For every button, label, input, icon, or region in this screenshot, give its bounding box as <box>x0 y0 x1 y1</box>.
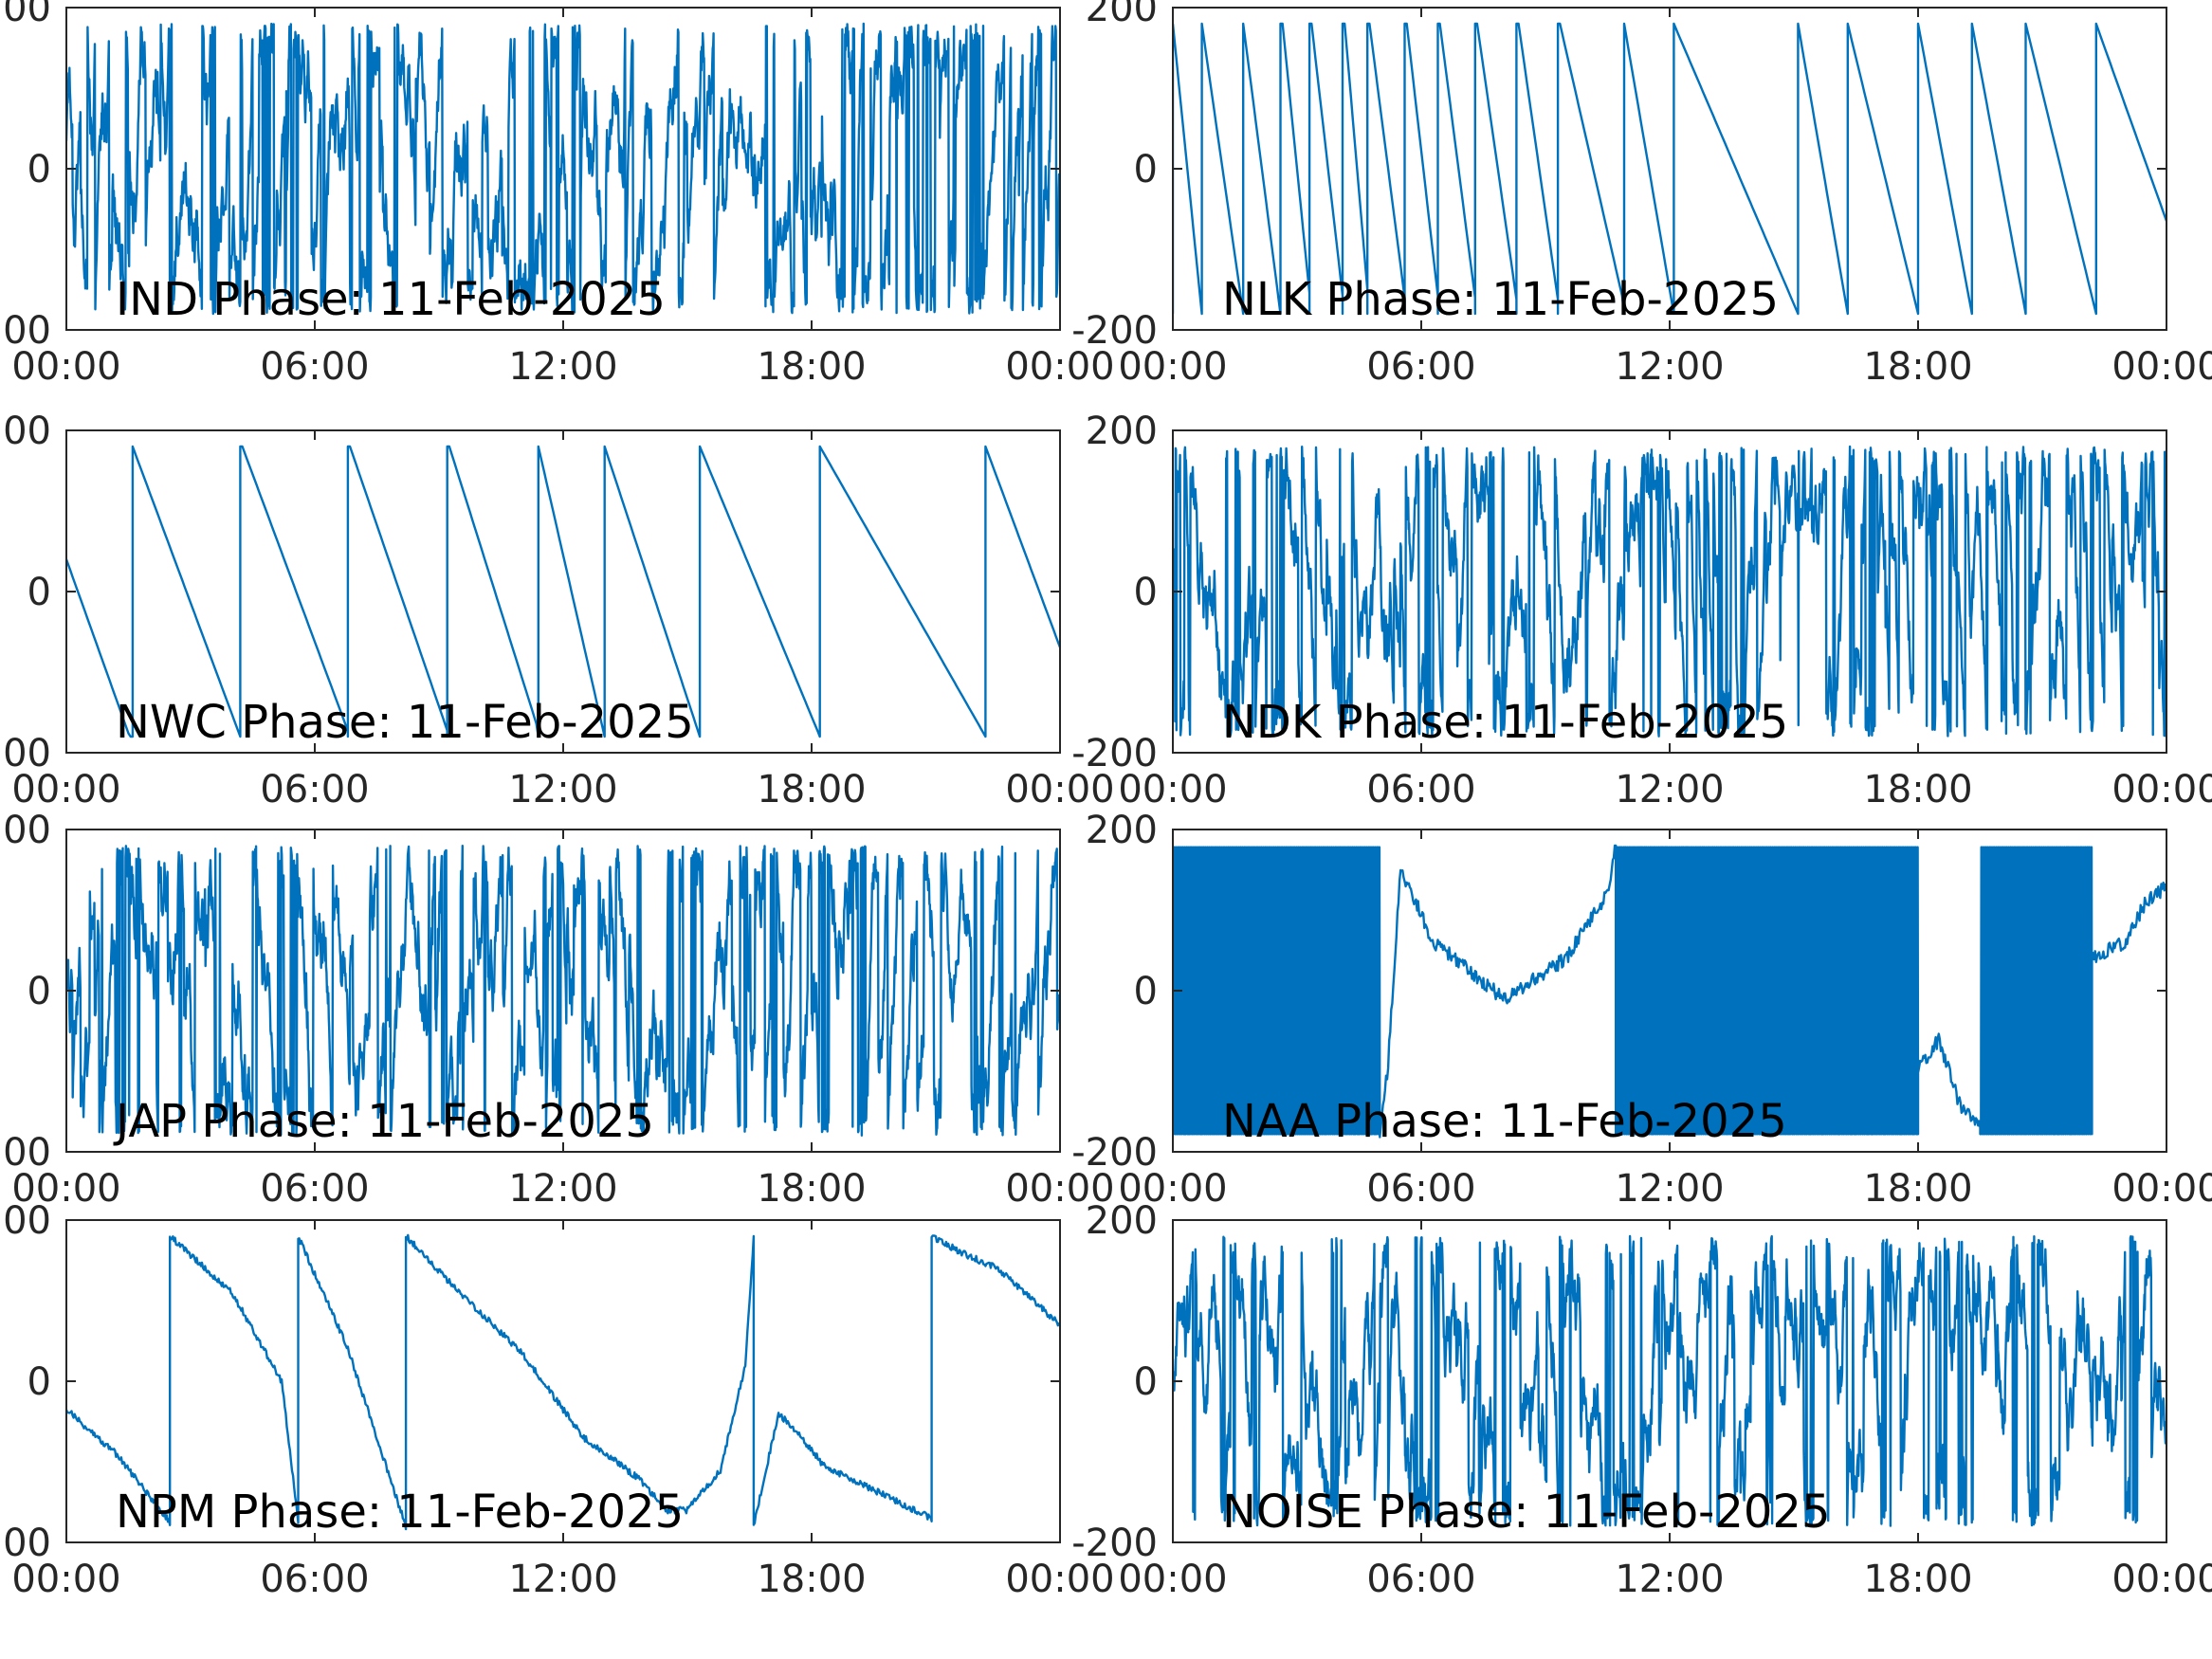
y-tick-label: 200 <box>1086 1199 1158 1243</box>
x-tick-label: 18:00 <box>1863 345 1972 389</box>
y-tick-label: 200 <box>0 410 51 453</box>
y-tick-label: 0 <box>27 148 51 191</box>
y-tick-label: 0 <box>27 1360 51 1404</box>
x-tick-label: 00:00 <box>2111 1558 2212 1601</box>
x-tick-label: 18:00 <box>757 1167 866 1211</box>
y-tick-label: -200 <box>0 732 51 775</box>
panel-title: NAA Phase: 11-Feb-2025 <box>1222 1095 1787 1148</box>
y-tick-label: 200 <box>0 0 51 30</box>
y-tick-label: 200 <box>1086 0 1158 30</box>
x-tick-label: 00:00 <box>2111 1167 2212 1211</box>
panel-title: IND Phase: 11-Feb-2025 <box>116 273 666 326</box>
x-tick-label: 06:00 <box>260 345 369 389</box>
x-tick-label: 00:00 <box>1005 1167 1114 1211</box>
x-tick-label: 12:00 <box>1615 1558 1724 1601</box>
series-line <box>1173 844 2166 1139</box>
x-tick-label: 00:00 <box>11 1167 120 1211</box>
series-line <box>66 845 1060 1137</box>
panel-5: 00:00 06:00 12:00 18:00 00:00 200 0 -200 NAA Pha… <box>1071 809 2212 1211</box>
x-tick-label: 00:00 <box>11 1558 120 1601</box>
x-tick-label: 12:00 <box>1615 768 1724 811</box>
y-tick-label: -200 <box>1071 1522 1158 1565</box>
panel-2: 00:00 06:00 12:00 18:00 00:00 200 0 -200 NWC Pha… <box>0 410 1115 811</box>
x-tick-label: 00:00 <box>1118 768 1227 811</box>
y-tick-label: -200 <box>1071 1131 1158 1175</box>
panel-6: 00:00 06:00 12:00 18:00 00:00 200 0 -200 NPM Pha… <box>0 1199 1115 1601</box>
panel-title: NLK Phase: 11-Feb-2025 <box>1222 273 1779 326</box>
x-tick-label: 12:00 <box>1615 345 1724 389</box>
y-tick-label: 0 <box>27 571 51 614</box>
y-tick-label: 0 <box>1134 970 1158 1013</box>
x-tick-label: 00:00 <box>1005 345 1114 389</box>
y-tick-label: 0 <box>1134 571 1158 614</box>
y-tick-label: -200 <box>1071 309 1158 353</box>
x-tick-label: 12:00 <box>508 1558 617 1601</box>
panel-1: 00:00 06:00 12:00 18:00 00:00 200 0 -200 NLK Pha… <box>1071 0 2212 389</box>
x-tick-label: 18:00 <box>1863 768 1972 811</box>
x-tick-label: 00:00 <box>11 345 120 389</box>
x-tick-label: 06:00 <box>1366 345 1475 389</box>
y-tick-label: 0 <box>27 970 51 1013</box>
x-tick-label: 06:00 <box>260 768 369 811</box>
x-tick-label: 12:00 <box>1615 1167 1724 1211</box>
y-tick-label: -200 <box>0 1131 51 1175</box>
panel-title: NDK Phase: 11-Feb-2025 <box>1222 696 1788 749</box>
panel-title: JAP Phase: 11-Feb-2025 <box>113 1095 654 1148</box>
x-tick-label: 18:00 <box>1863 1558 1972 1601</box>
x-tick-label: 12:00 <box>508 1167 617 1211</box>
panel-title: NOISE Phase: 11-Feb-2025 <box>1222 1486 1831 1539</box>
x-tick-label: 00:00 <box>11 768 120 811</box>
x-tick-label: 18:00 <box>757 345 866 389</box>
y-tick-label: -200 <box>0 309 51 353</box>
panel-title: NPM Phase: 11-Feb-2025 <box>116 1486 684 1539</box>
x-tick-label: 06:00 <box>260 1167 369 1211</box>
series-line <box>1173 1234 2166 1527</box>
x-tick-label: 18:00 <box>757 1558 866 1601</box>
x-tick-label: 18:00 <box>757 768 866 811</box>
series-line <box>66 1233 1060 1531</box>
y-tick-label: -200 <box>1071 732 1158 775</box>
x-tick-label: 06:00 <box>1366 1558 1475 1601</box>
x-tick-label: 00:00 <box>1118 345 1227 389</box>
y-tick-label: 0 <box>1134 1360 1158 1404</box>
series-line <box>66 22 1060 316</box>
series-line <box>1173 22 2166 316</box>
x-tick-label: 06:00 <box>1366 1167 1475 1211</box>
x-tick-label: 00:00 <box>1005 768 1114 811</box>
y-tick-label: -200 <box>0 1522 51 1565</box>
x-tick-label: 18:00 <box>1863 1167 1972 1211</box>
x-tick-label: 06:00 <box>260 1558 369 1601</box>
y-tick-label: 200 <box>0 809 51 852</box>
x-tick-label: 00:00 <box>2111 768 2212 811</box>
x-tick-label: 00:00 <box>2111 345 2212 389</box>
panel-4: 00:00 06:00 12:00 18:00 00:00 200 0 -200 JAP Pha… <box>0 809 1115 1211</box>
series-line <box>1173 445 2166 738</box>
series-line <box>66 445 1060 738</box>
y-tick-label: 200 <box>1086 809 1158 852</box>
panel-title: NWC Phase: 11-Feb-2025 <box>116 696 694 749</box>
x-tick-label: 06:00 <box>1366 768 1475 811</box>
x-tick-label: 00:00 <box>1005 1558 1114 1601</box>
panel-7: 00:00 06:00 12:00 18:00 00:00 200 0 -200 NOISE P… <box>1071 1199 2212 1601</box>
y-tick-label: 200 <box>1086 410 1158 453</box>
x-tick-label: 00:00 <box>1118 1167 1227 1211</box>
x-tick-label: 12:00 <box>508 345 617 389</box>
y-tick-label: 200 <box>0 1199 51 1243</box>
x-tick-label: 00:00 <box>1118 1558 1227 1601</box>
x-tick-label: 12:00 <box>508 768 617 811</box>
panel-0: 00:00 06:00 12:00 18:00 00:00 200 0 -200 IND Pha… <box>0 0 1115 389</box>
panel-3: 00:00 06:00 12:00 18:00 00:00 200 0 -200 NDK Pha… <box>1071 410 2212 811</box>
y-tick-label: 0 <box>1134 148 1158 191</box>
